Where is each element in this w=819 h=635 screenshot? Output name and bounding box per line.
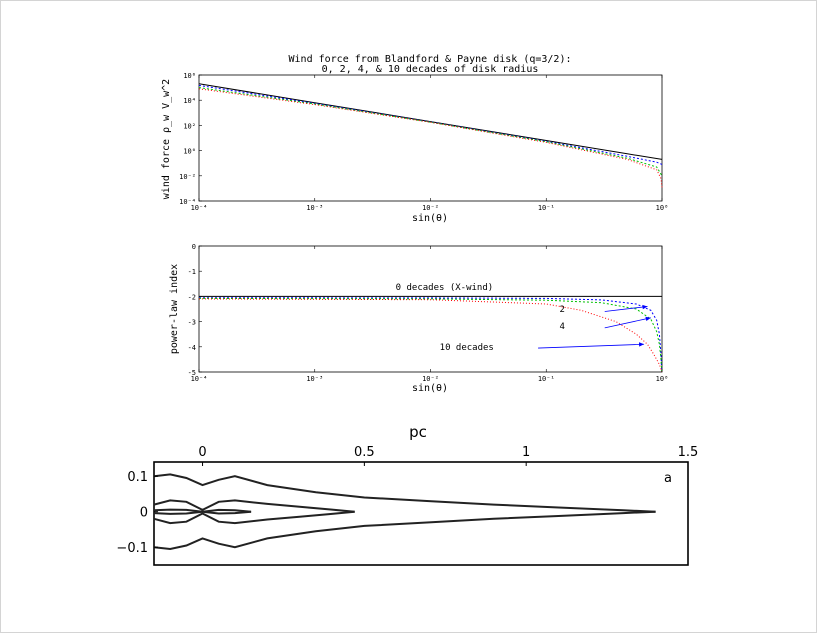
bottom-chart-y-tick-label-2: −0.1 bbox=[116, 541, 148, 556]
middle-chart-series-group bbox=[198, 295, 663, 373]
bottom-chart-series-group bbox=[153, 473, 656, 551]
bottom-chart-x-ticks: 0 0.5 1 1.5 bbox=[198, 445, 698, 466]
middle-chart-x-tick-label-0: 10⁻⁴ bbox=[191, 375, 208, 383]
top-chart-x-tick-label-4: 10⁰ bbox=[656, 204, 669, 212]
bottom-chart-y-tick-label-0: 0.1 bbox=[127, 470, 148, 485]
middle-chart-arrows bbox=[538, 304, 651, 349]
middle-chart-y-tick-label-1: -1 bbox=[188, 268, 196, 276]
top-chart: Wind force from Blandford & Payne disk (… bbox=[161, 54, 668, 224]
middle-chart-arrow-0 bbox=[604, 306, 648, 312]
middle-chart-annotations: 0 decades (X-wind) 2 4 10 decades bbox=[396, 283, 565, 353]
bottom-chart-y-tick-label-1: 0 bbox=[140, 506, 148, 521]
bottom-chart-x-tick-label-3: 1.5 bbox=[678, 445, 699, 460]
middle-chart-x-ticks: 10⁻⁴ 10⁻³ 10⁻² 10⁻¹ 10⁰ bbox=[191, 246, 669, 383]
bottom-chart-series-2 bbox=[153, 499, 355, 513]
top-chart-series-group bbox=[198, 83, 663, 188]
top-chart-y-label: wind force ρ_w V_w^2 bbox=[161, 79, 172, 199]
top-chart-x-tick-label-1: 10⁻³ bbox=[306, 204, 323, 212]
top-chart-x-label: sin(θ) bbox=[412, 213, 448, 224]
top-chart-series-0 bbox=[198, 83, 663, 160]
top-chart-y-ticks: 10⁻⁴ 10⁻² 10⁰ 10² 10⁴ 10⁶ bbox=[179, 72, 202, 206]
bottom-chart-series-1 bbox=[153, 510, 656, 551]
middle-chart-y-tick-label-4: -4 bbox=[188, 344, 196, 352]
bottom-chart-series-3 bbox=[153, 510, 355, 525]
bottom-chart-panel-label: a bbox=[664, 471, 672, 486]
middle-chart-y-label: power-law index bbox=[169, 264, 180, 354]
middle-chart-x-tick-label-2: 10⁻² bbox=[422, 375, 439, 383]
middle-chart-arrow-2 bbox=[538, 343, 645, 349]
top-chart-x-tick-label-3: 10⁻¹ bbox=[538, 204, 555, 212]
middle-chart-y-tick-label-5: -5 bbox=[188, 369, 196, 377]
middle-chart-x-tick-label-1: 10⁻³ bbox=[306, 375, 323, 383]
top-chart-series-2 bbox=[198, 87, 663, 177]
bottom-chart-x-tick-label-1: 0.5 bbox=[354, 445, 375, 460]
middle-chart-series-2 bbox=[198, 297, 663, 373]
top-chart-y-tick-label-4: 10⁴ bbox=[183, 97, 196, 105]
middle-chart-series-3 bbox=[198, 298, 663, 373]
top-chart-y-tick-label-0: 10⁻⁴ bbox=[179, 198, 196, 206]
middle-chart-arrowhead-0 bbox=[642, 304, 648, 310]
top-chart-x-ticks: 10⁻⁴ 10⁻³ 10⁻² 10⁻¹ 10⁰ bbox=[191, 75, 669, 212]
middle-chart-x-tick-label-4: 10⁰ bbox=[656, 375, 669, 383]
top-chart-series-1 bbox=[198, 84, 663, 165]
middle-chart-y-ticks: 0 -1 -2 -3 -4 -5 bbox=[188, 243, 202, 377]
middle-chart-series-1 bbox=[198, 297, 663, 373]
middle-chart-arrow-1 bbox=[604, 317, 651, 329]
middle-chart-x-tick-label-3: 10⁻¹ bbox=[538, 375, 555, 383]
top-chart-y-tick-label-5: 10⁶ bbox=[183, 72, 196, 80]
middle-chart-x-label: sin(θ) bbox=[412, 383, 448, 394]
bottom-chart-series-0 bbox=[153, 473, 656, 513]
top-chart-series-3 bbox=[198, 88, 663, 188]
top-chart-x-tick-label-2: 10⁻² bbox=[422, 204, 439, 212]
middle-chart-annotation-2: 4 bbox=[559, 322, 564, 332]
middle-chart-arrowhead-2 bbox=[638, 342, 645, 347]
top-chart-y-tick-label-2: 10⁰ bbox=[183, 148, 196, 156]
bottom-chart-series-5 bbox=[153, 510, 252, 515]
bottom-chart-x-label: pc bbox=[409, 423, 427, 441]
top-chart-y-tick-label-1: 10⁻² bbox=[179, 173, 196, 181]
top-chart-y-tick-label-3: 10² bbox=[183, 122, 196, 130]
middle-chart-axes-box bbox=[198, 245, 663, 373]
top-chart-title-line2: 0, 2, 4, & 10 decades of disk radius bbox=[322, 64, 539, 75]
bottom-chart-x-tick-label-2: 1 bbox=[522, 445, 530, 460]
top-chart-title-line1: Wind force from Blandford & Payne disk (… bbox=[289, 54, 572, 65]
middle-chart-annotation-0: 0 decades (X-wind) bbox=[396, 283, 494, 293]
bottom-chart: 0 0.5 1 1.5 0.1 0 −0.1 pc a bbox=[116, 423, 698, 566]
middle-chart-y-tick-label-2: -2 bbox=[188, 293, 196, 301]
top-chart-axes-box bbox=[198, 74, 663, 202]
top-chart-x-tick-label-0: 10⁻⁴ bbox=[191, 204, 208, 212]
bottom-chart-y-ticks: 0.1 0 −0.1 bbox=[116, 470, 158, 556]
middle-chart-arrowhead-1 bbox=[645, 316, 651, 322]
middle-chart-annotation-3: 10 decades bbox=[440, 343, 494, 353]
middle-chart-y-tick-label-3: -3 bbox=[188, 319, 196, 327]
middle-chart-annotation-1: 2 bbox=[559, 305, 564, 315]
bottom-chart-x-tick-label-0: 0 bbox=[198, 445, 206, 460]
middle-chart-y-tick-label-0: 0 bbox=[192, 243, 196, 251]
